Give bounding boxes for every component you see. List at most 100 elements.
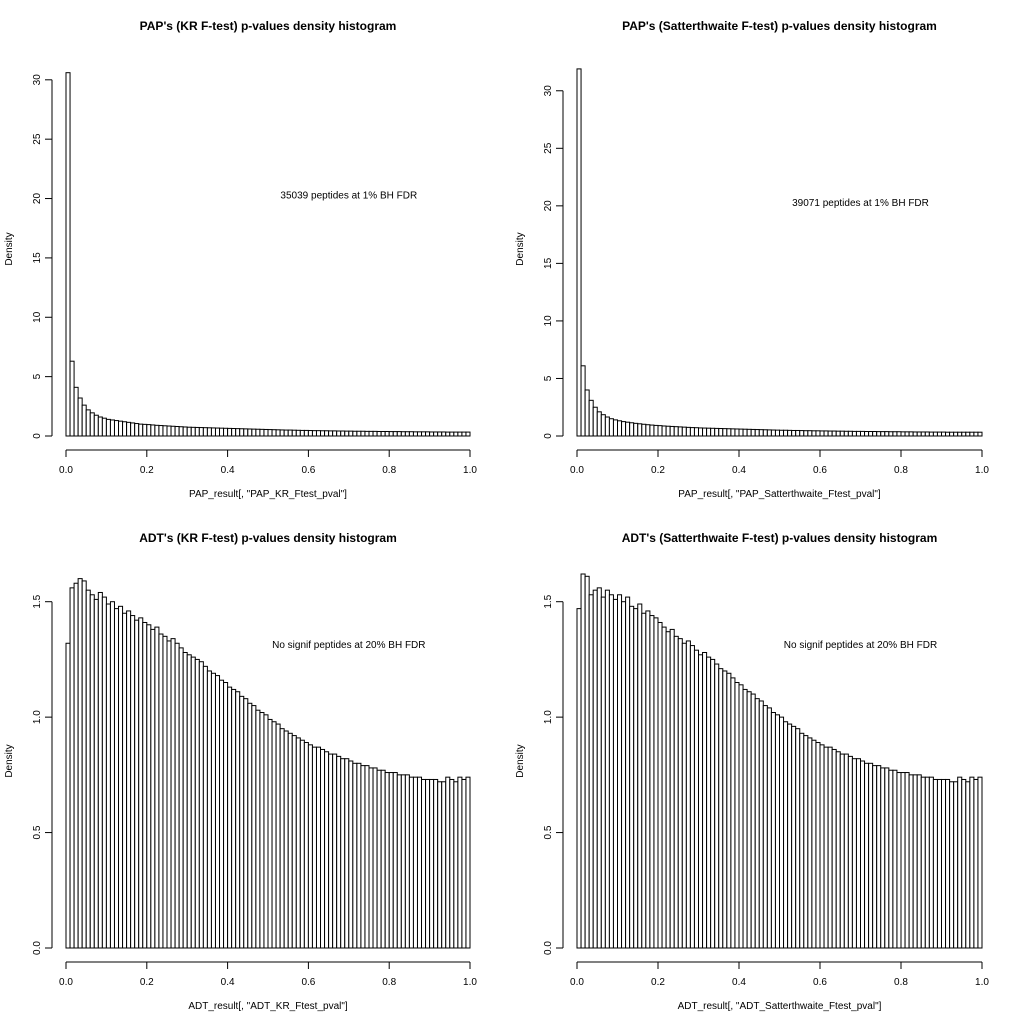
y-tick-label: 20 [543,200,554,212]
histogram-bar [186,654,192,949]
histogram-bar [941,431,947,437]
histogram-bar [449,431,455,437]
histogram-bar [827,430,833,437]
x-tick-label: 0.4 [732,465,746,476]
histogram-bar [936,778,943,949]
histogram-bar [113,608,120,949]
histogram-bar [259,712,265,949]
histogram-bar [425,778,431,949]
histogram-bar [465,776,471,949]
histogram-bar [239,428,245,437]
histogram-bar [689,427,695,437]
y-tick-label: 10 [32,311,43,323]
histogram-bar [722,428,728,437]
histogram-bar [384,772,390,949]
chart-panel-1: PAP's (KR F-test) p-values density histo… [4,19,477,500]
histogram-bar [965,431,971,437]
histogram-bar [356,762,362,949]
histogram-bar [299,739,305,949]
histogram-bar [303,742,309,949]
histogram-bar [263,428,269,437]
histogram-bar [243,698,249,949]
histogram-bar [170,638,176,949]
y-axis-label: Density [515,744,526,777]
histogram-bar [977,776,983,949]
histogram-bar [766,707,772,949]
histogram-bar [957,431,963,437]
histogram-bar [787,429,793,437]
histogram-bar [928,431,934,437]
histogram-bar [324,751,330,949]
histogram-bar [219,679,225,949]
histogram-bar [142,423,148,437]
x-axis-label: ADT_result[, "ADT_KR_Ftest_pval"] [188,1001,348,1012]
histogram-bar [900,431,906,437]
histogram-bar [291,429,297,437]
histogram-bar [97,591,103,949]
x-tick-label: 0.4 [221,465,235,476]
histogram-bar [186,426,192,437]
histogram-bar [408,776,414,949]
x-axis-label: PAP_result[, "PAP_Satterthwaite_Ftest_pv… [678,489,881,500]
histogram-bar [596,587,602,949]
histogram-bar [412,776,418,949]
histogram-bar [210,427,216,437]
histogram-bar [198,427,204,437]
histogram-bar [920,776,926,949]
histogram-bar [791,429,797,437]
histogram-bar [912,774,918,949]
histogram-bar [795,429,801,437]
histogram-bar [182,426,188,437]
histogram-bar [693,427,700,437]
histogram-bar [839,430,845,437]
histogram-bar [685,426,691,437]
histogram-bar [287,732,293,949]
histogram-bar [904,772,910,949]
histogram-bar [973,778,979,949]
histogram-bar [247,702,253,949]
histogram-bar [608,418,614,437]
histogram-bar [73,386,79,437]
histogram-bar [637,603,643,949]
histogram-bar [746,428,752,437]
histogram-bar [770,712,776,949]
histogram-bar [738,684,744,949]
histogram-bar [657,621,663,949]
y-tick-label: 1.0 [543,710,554,724]
histogram-bar [388,431,394,437]
histogram-bar [868,431,874,437]
histogram-bar [65,72,71,437]
histogram-bar [714,427,720,437]
x-tick-label: 0.4 [221,977,235,988]
histogram-bar [617,420,623,437]
histogram-bar [118,420,124,437]
histogram-bar [85,589,91,949]
histogram-bar [214,427,221,437]
x-tick-label: 0.8 [894,977,908,988]
histogram-bar [154,626,160,949]
histogram-bar [653,617,659,949]
histogram-bar [295,429,301,437]
histogram-bar [162,425,168,437]
histogram-bar [429,431,435,437]
histogram-bar [93,598,99,949]
histogram-bar [93,414,99,437]
histogram-bar [827,746,833,949]
histogram-bar [202,665,208,949]
histogram-bar [823,746,829,949]
y-tick-label: 0 [543,433,554,439]
histogram-bar [730,677,736,949]
histogram-bar [332,753,338,949]
histogram-bar [779,429,785,437]
x-tick-label: 0.8 [894,465,908,476]
histogram-bar [396,774,402,949]
histogram-bar [287,429,293,437]
histogram-bar [855,430,862,437]
x-axis-label: PAP_result[, "PAP_KR_Ftest_pval"] [189,489,347,500]
histogram-bar [588,399,594,437]
histogram-bar [77,578,83,949]
histogram-bar [194,658,200,949]
histogram-bar [588,594,594,949]
histogram-bar [267,718,273,949]
histogram-bar [762,705,768,949]
